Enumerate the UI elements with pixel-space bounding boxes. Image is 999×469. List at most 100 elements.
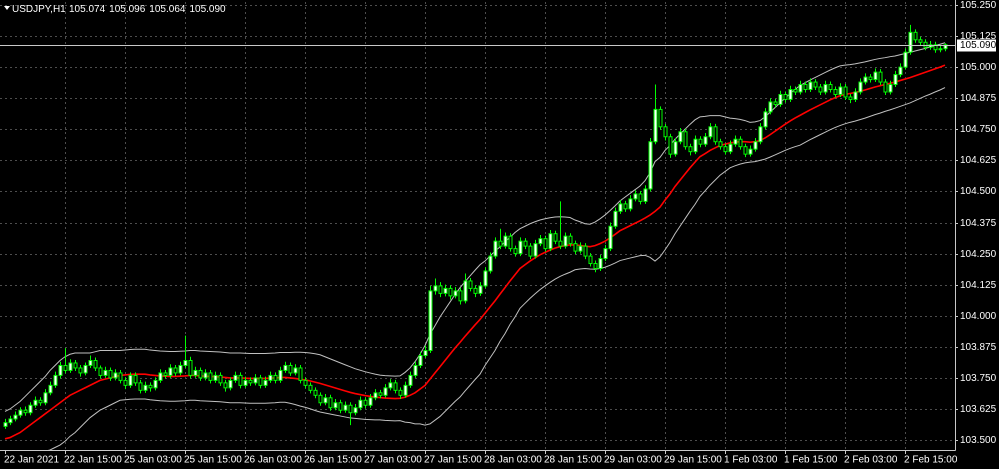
candle-body [78,367,83,374]
candle-body [113,372,118,379]
candle-body [348,404,353,414]
y-tick-label: 104.125 [960,280,997,291]
y-tick-label: 103.750 [960,373,997,384]
candle-body [628,198,633,210]
candle-body [788,89,793,100]
candle-body [248,379,253,384]
candle-body [53,374,58,386]
candle-body [933,44,938,51]
candle-body [298,367,303,381]
y-tick-label: 104.250 [960,249,997,260]
candle-body [108,369,113,379]
candle-body [503,235,508,247]
candle-body [183,359,188,366]
x-tick-label: 22 Jan 2021 [4,455,59,466]
candle-body [793,89,798,93]
candle-body [923,41,928,48]
candle-body [188,359,193,376]
candle-body [463,280,468,302]
candle-body [468,280,473,289]
candle-body [603,248,608,260]
candle-body [763,111,768,128]
open-label: 105.074 [69,4,106,15]
low-label: 105.064 [149,4,186,15]
candle-body [208,372,213,381]
candle-body [228,379,233,389]
candle-body [263,379,268,386]
candle-body [868,76,873,81]
candle-body [393,382,398,391]
candle-body [828,84,833,91]
y-tick-label: 104.625 [960,155,997,166]
candle-body [493,240,498,257]
candle-body [888,84,893,93]
candle-body [473,287,478,294]
candle-body [578,245,583,252]
candle-body [773,101,778,105]
candle-body [583,245,588,257]
y-tick-label: 104.875 [960,93,997,104]
candle-body [428,290,433,352]
candle-body [143,384,148,391]
candle-body [438,285,443,294]
candle-body [918,39,923,43]
candle-body [683,131,688,148]
candle-body [543,238,548,250]
candle-body [613,210,618,227]
candle-body [203,372,208,379]
x-tick-label: 27 Jan 03:00 [364,455,422,466]
candle-body [843,86,848,98]
candle-body [538,238,543,245]
candle-body [728,143,733,153]
candle-body [153,379,158,389]
candle-body [278,369,283,381]
candle-body [133,374,138,384]
candle-body [333,402,338,409]
candle-body [713,126,718,143]
candle-body [378,392,383,396]
y-tick-label: 105.250 [960,0,997,11]
x-tick-label: 2 Feb 15:00 [904,455,958,466]
candle-body [413,364,418,376]
candle-body [798,84,803,93]
candle-body [943,44,948,50]
x-tick-label: 26 Jan 03:00 [244,455,302,466]
candle-body [328,397,333,409]
candle-body [903,51,908,68]
candle-body [218,374,223,384]
candle-body [823,84,828,93]
candle-body [18,409,23,416]
candle-body [318,394,323,404]
candle-body [708,126,713,138]
candle-body [873,71,878,81]
candle-body [58,364,63,376]
candle-body [173,367,178,374]
candle-body [928,44,933,48]
candle-body [33,399,38,406]
candle-body [148,384,153,389]
candle-body [593,263,598,270]
y-tick-label: 104.000 [960,311,997,322]
y-tick-label: 104.500 [960,186,997,197]
candle-body [283,364,288,371]
candle-body [28,404,33,414]
y-tick-label: 104.750 [960,124,997,135]
candle-body [353,407,358,414]
candle-body [878,71,883,83]
candle-body [563,235,568,247]
candle-body [813,81,818,88]
candle-body [303,379,308,386]
y-tick-label: 105.000 [960,62,997,73]
candle-body [548,233,553,250]
candle-body [423,350,428,357]
candle-body [73,362,78,369]
candle-body [723,146,728,153]
candle-body [128,374,133,386]
current-price-label: 105.090 [960,40,997,51]
candle-body [243,379,248,386]
candle-body [433,285,438,292]
candle-body [3,422,8,427]
candle-body [838,86,843,95]
